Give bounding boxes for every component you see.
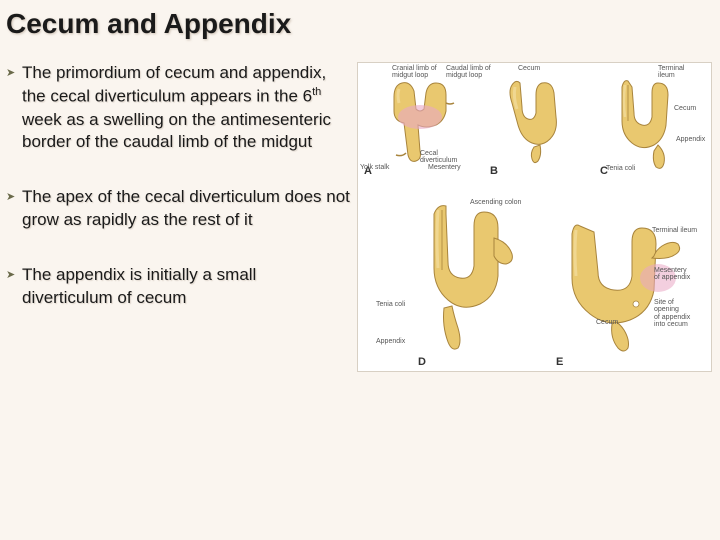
diagram-column: ACranial limb ofmidgut loopCaudal limb o… xyxy=(351,62,714,372)
diagram-label: Tenia coli xyxy=(606,165,635,172)
organ-shape-d xyxy=(398,198,528,358)
content-area: ➤ The primordium of cecum and appendix, … xyxy=(0,44,720,372)
list-item: ➤ The primordium of cecum and appendix, … xyxy=(6,62,351,154)
diagram-label: Cranial limb ofmidgut loop xyxy=(392,65,437,80)
list-item: ➤ The appendix is initially a small dive… xyxy=(6,264,351,310)
diagram-label: Cecaldiverticulum xyxy=(420,150,457,165)
diagram-label: Mesenteryof appendix xyxy=(654,267,690,282)
diagram-label: Cecum xyxy=(518,65,540,72)
list-item: ➤ The apex of the cecal diverticulum doe… xyxy=(6,186,351,232)
bullet-column: ➤ The primordium of cecum and appendix, … xyxy=(6,62,351,372)
chevron-right-icon: ➤ xyxy=(6,62,22,154)
diagram-label: Appendix xyxy=(376,338,405,345)
organ-shape-b xyxy=(498,73,588,168)
diagram-label: Cecum xyxy=(596,319,618,326)
diagram-label: Ascending colon xyxy=(470,199,521,206)
panel-letter: B xyxy=(490,165,498,177)
organ-shape-c xyxy=(610,73,705,173)
diagram-label: Tenia coli xyxy=(376,301,405,308)
anatomy-diagram: ACranial limb ofmidgut loopCaudal limb o… xyxy=(357,62,712,372)
bullet-text: The appendix is initially a small divert… xyxy=(22,264,351,310)
bullet-text: The primordium of cecum and appendix, th… xyxy=(22,62,351,154)
chevron-right-icon: ➤ xyxy=(6,264,22,310)
diagram-label: Mesentery xyxy=(428,164,461,171)
diagram-label: Site ofopeningof appendixinto cecum xyxy=(654,299,690,328)
page-title: Cecum and Appendix xyxy=(0,0,720,44)
chevron-right-icon: ➤ xyxy=(6,186,22,232)
diagram-label: Yolk stalk xyxy=(360,164,389,171)
diagram-label: Caudal limb ofmidgut loop xyxy=(446,65,491,80)
diagram-label: Cecum xyxy=(674,105,696,112)
diagram-label: Appendix xyxy=(676,136,705,143)
bullet-text: The apex of the cecal diverticulum does … xyxy=(22,186,351,232)
diagram-label: Terminal ileum xyxy=(652,227,697,234)
panel-letter: D xyxy=(418,356,426,368)
panel-letter: E xyxy=(556,356,563,368)
diagram-label: Terminalileum xyxy=(658,65,684,80)
